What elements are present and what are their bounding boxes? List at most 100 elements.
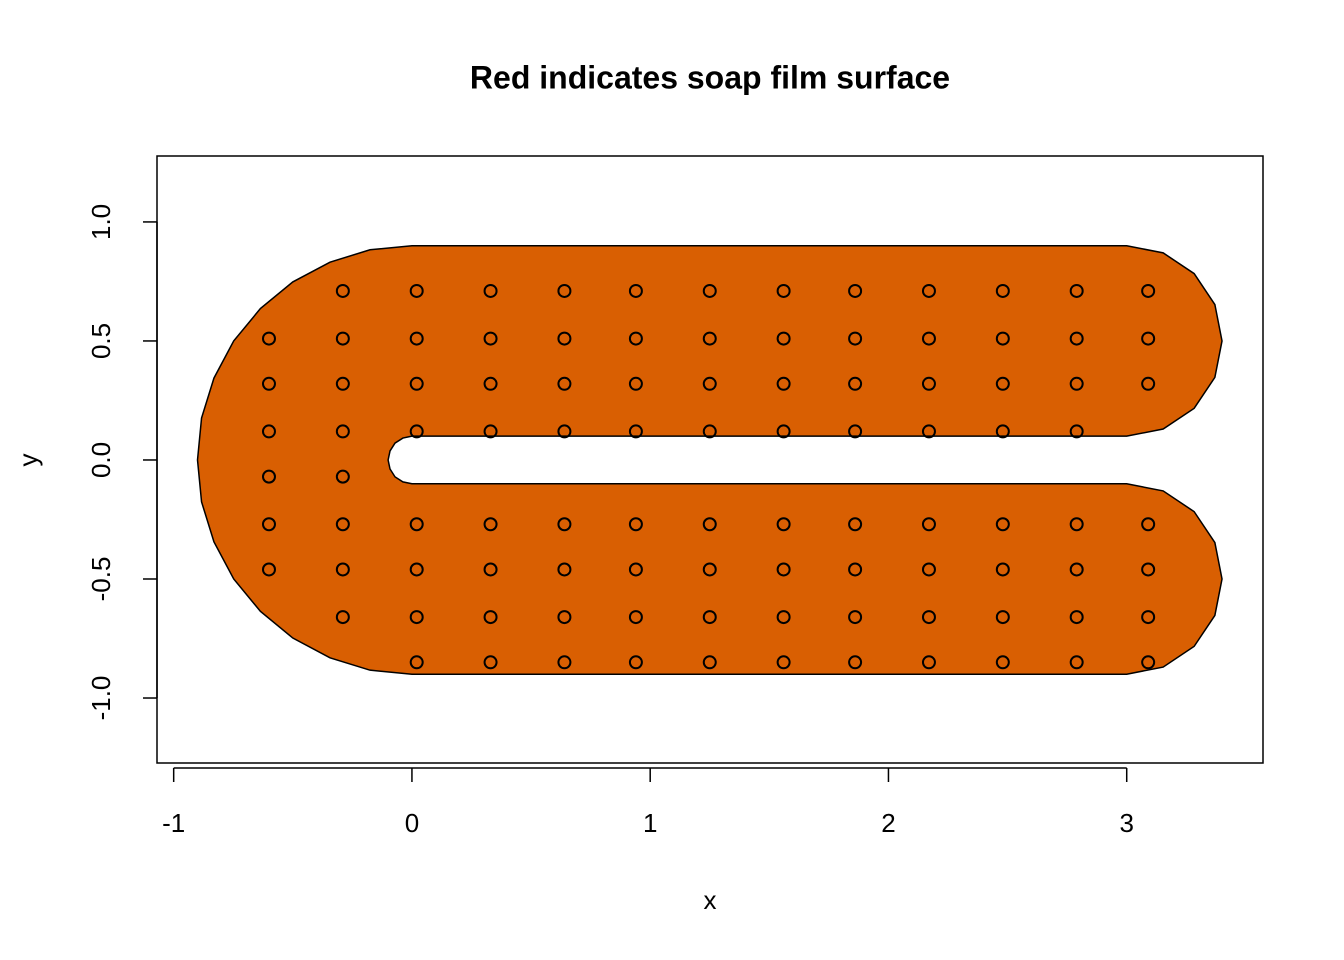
point: [1141, 655, 1156, 670]
point: [261, 376, 276, 391]
point: [483, 376, 498, 391]
point: [1069, 331, 1084, 346]
point: [848, 424, 863, 439]
point: [776, 562, 791, 577]
point: [921, 376, 936, 391]
point: [921, 517, 936, 532]
soap-film-boundary: [196, 244, 1223, 675]
x-tick-label: 0: [405, 808, 419, 838]
point: [702, 562, 717, 577]
point: [848, 610, 863, 625]
y-tick-label: -0.5: [86, 557, 116, 602]
point: [1141, 331, 1156, 346]
point: [1069, 283, 1084, 298]
point: [1069, 610, 1084, 625]
point: [483, 655, 498, 670]
y-tick-label: -1.0: [86, 676, 116, 721]
point: [335, 283, 350, 298]
x-tick-label: 1: [643, 808, 657, 838]
point: [261, 331, 276, 346]
y-axis-label: y: [13, 454, 43, 467]
point: [1141, 517, 1156, 532]
point: [995, 283, 1010, 298]
point: [1069, 424, 1084, 439]
point: [776, 610, 791, 625]
point: [409, 655, 424, 670]
point: [335, 469, 350, 484]
point: [557, 283, 572, 298]
x-tick-label: 3: [1119, 808, 1133, 838]
point: [409, 331, 424, 346]
point: [628, 610, 643, 625]
point: [409, 283, 424, 298]
point: [335, 424, 350, 439]
point: [483, 424, 498, 439]
point: [557, 376, 572, 391]
point: [483, 283, 498, 298]
point: [483, 610, 498, 625]
point: [1069, 655, 1084, 670]
x-tick-label: 2: [881, 808, 895, 838]
point: [335, 376, 350, 391]
chart-title: Red indicates soap film surface: [470, 59, 950, 95]
point: [483, 331, 498, 346]
point: [1069, 562, 1084, 577]
point: [995, 655, 1010, 670]
point: [776, 331, 791, 346]
point: [557, 562, 572, 577]
x-axis-label: x: [704, 885, 717, 915]
point: [776, 376, 791, 391]
point: [702, 610, 717, 625]
point: [921, 331, 936, 346]
point: [409, 610, 424, 625]
point: [1141, 610, 1156, 625]
y-tick-label: 0.0: [86, 442, 116, 478]
point: [702, 283, 717, 298]
point: [702, 517, 717, 532]
point: [409, 376, 424, 391]
point: [848, 517, 863, 532]
point: [335, 331, 350, 346]
point: [557, 655, 572, 670]
point: [261, 517, 276, 532]
point: [995, 562, 1010, 577]
point: [776, 283, 791, 298]
point: [921, 283, 936, 298]
point: [848, 562, 863, 577]
point: [1069, 376, 1084, 391]
point: [261, 562, 276, 577]
point: [628, 562, 643, 577]
point: [1069, 517, 1084, 532]
y-tick-label: 0.5: [86, 323, 116, 359]
point: [335, 562, 350, 577]
point: [921, 562, 936, 577]
point: [628, 424, 643, 439]
point: [702, 424, 717, 439]
point: [995, 331, 1010, 346]
point: [921, 424, 936, 439]
point: [628, 376, 643, 391]
point: [628, 283, 643, 298]
point: [261, 424, 276, 439]
point: [483, 517, 498, 532]
point: [995, 610, 1010, 625]
y-tick-label: 1.0: [86, 204, 116, 240]
point: [995, 424, 1010, 439]
point: [1141, 376, 1156, 391]
point: [848, 283, 863, 298]
point: [1141, 283, 1156, 298]
point: [921, 610, 936, 625]
point: [483, 562, 498, 577]
point: [921, 655, 936, 670]
point: [557, 424, 572, 439]
point: [776, 424, 791, 439]
point: [628, 331, 643, 346]
point: [335, 610, 350, 625]
point: [995, 517, 1010, 532]
point: [409, 424, 424, 439]
point: [409, 517, 424, 532]
point: [702, 655, 717, 670]
x-tick-label: -1: [162, 808, 185, 838]
point: [848, 655, 863, 670]
